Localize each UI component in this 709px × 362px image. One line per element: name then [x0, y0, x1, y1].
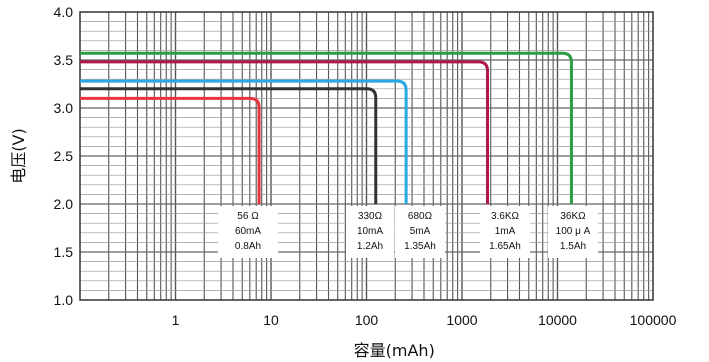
y-tick-label: 3.5	[54, 52, 74, 68]
plot-frame	[79, 11, 654, 301]
annotation-text: 100 μ A	[556, 226, 591, 237]
annotation-text: 1.5Ah	[560, 241, 586, 252]
annotation-text: 1.35Ah	[404, 241, 436, 252]
annotation-text: 1mA	[495, 226, 516, 237]
series-line-1	[80, 96, 261, 204]
annotation-text: 36KΩ	[560, 211, 586, 222]
series-line-3	[80, 79, 408, 204]
series-line-2	[80, 87, 378, 204]
annotation-box-4	[480, 206, 530, 258]
y-tick-label: 1.0	[54, 292, 74, 308]
annotation-text: 1.2Ah	[357, 241, 383, 252]
tick-labels: 1 10 100 1000 10000 100000 1.0 1.5 2.0 2.5 3.0 3.5 4…	[54, 4, 677, 328]
annotation-box-3	[395, 206, 445, 258]
y-tick-label: 2.5	[54, 148, 74, 164]
x-axis-title: 容量(mAh)	[354, 341, 435, 360]
x-tick-label: 100	[355, 312, 379, 328]
annotation-text: 10mA	[357, 226, 383, 237]
y-axis-title: 电压(V)	[9, 128, 28, 183]
annotation-text: 330Ω	[358, 211, 383, 222]
series-group	[80, 51, 573, 204]
y-tick-label: 4.0	[54, 4, 74, 20]
annotation-text: 1.65Ah	[489, 241, 521, 252]
x-tick-label: 10	[263, 312, 279, 328]
x-tick-label: 100000	[630, 312, 677, 328]
annotation-box-1	[218, 206, 278, 258]
x-tick-label: 1000	[446, 312, 477, 328]
series-line-4	[80, 60, 490, 204]
annotation-text: 56 Ω	[237, 211, 259, 222]
annotation-box-5	[548, 206, 598, 258]
annotation-text: 3.6KΩ	[491, 211, 520, 222]
y-tick-label: 2.0	[54, 196, 74, 212]
annotation-text: 5mA	[410, 226, 431, 237]
annotation-text: 60mA	[235, 226, 261, 237]
annotation-text: 0.8Ah	[235, 241, 261, 252]
x-tick-label: 10000	[538, 312, 577, 328]
annotation-group: 56 Ω 60mA 0.8Ah 330Ω 10mA 1.2Ah 680Ω 5mA 1.35Ah 3…	[218, 206, 598, 258]
y-tick-label: 3.0	[54, 100, 74, 116]
series-line-5	[80, 51, 573, 204]
annotation-box-2	[346, 206, 394, 258]
x-tick-label: 1	[172, 312, 180, 328]
y-tick-label: 1.5	[54, 244, 74, 260]
annotation-text: 680Ω	[408, 211, 433, 222]
